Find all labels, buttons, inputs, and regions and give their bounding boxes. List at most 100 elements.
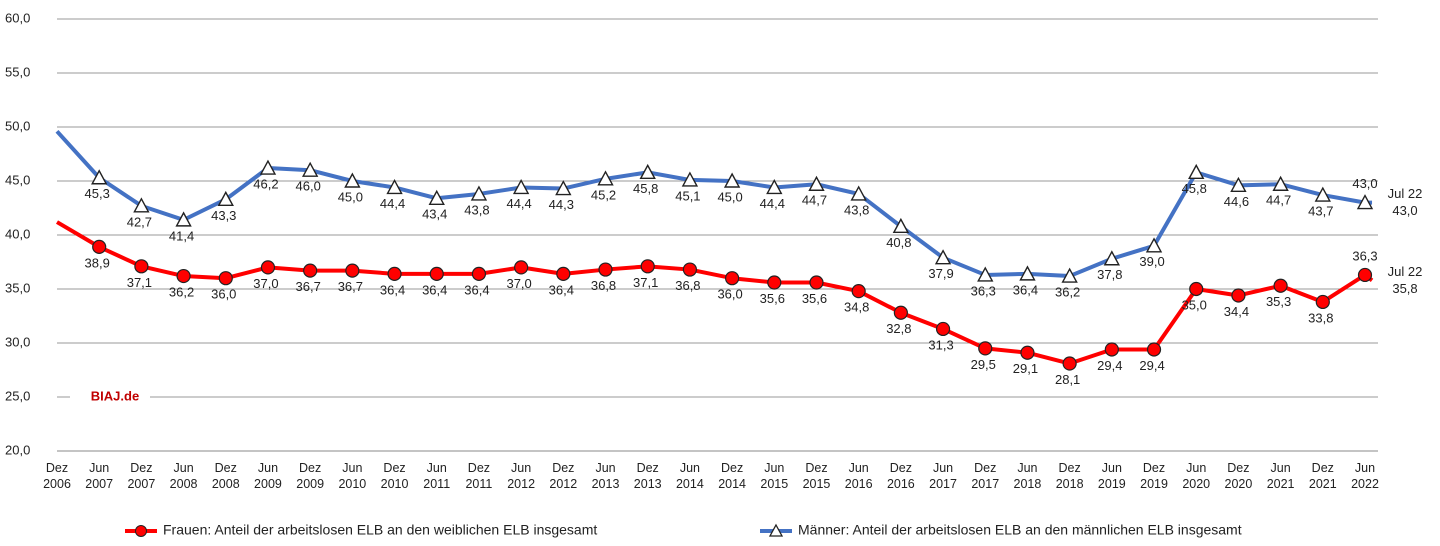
x-tick-label: Dez 2020: [1224, 461, 1253, 491]
x-tick-label: Dez 2016: [886, 461, 915, 491]
marker: [1146, 342, 1162, 357]
y-tick-label: 45,0: [5, 172, 30, 187]
value-label: 37,9: [928, 266, 953, 281]
marker: [851, 284, 866, 299]
marker: [1061, 267, 1078, 283]
value-label: 36,3: [1352, 248, 1377, 263]
x-tick-label: Jun 2019: [1097, 461, 1126, 491]
value-label: 29,1: [1013, 361, 1038, 376]
x-tick-label: Jun 2011: [423, 461, 451, 491]
value-label: 34,8: [844, 300, 869, 315]
marker: [92, 239, 107, 254]
marker: [217, 190, 234, 207]
marker: [1273, 278, 1288, 293]
value-label: 37,1: [633, 275, 658, 290]
value-label: 34,4: [1224, 304, 1249, 319]
value-label: 45,8: [1182, 181, 1207, 196]
value-label: 29,4: [1139, 358, 1164, 373]
x-tick-label: Jun 2016: [844, 461, 873, 491]
x-tick-label: Jun 2009: [254, 461, 282, 491]
value-label: 45,3: [85, 186, 110, 201]
marker: [808, 175, 825, 191]
value-label: 35,0: [1182, 297, 1207, 312]
value-label: 36,2: [1055, 284, 1080, 299]
marker: [893, 305, 908, 320]
value-label: 43,7: [1308, 203, 1333, 218]
value-label: 40,8: [886, 235, 911, 250]
marker: [977, 266, 994, 282]
value-label: 36,0: [211, 287, 236, 302]
marker: [1314, 186, 1331, 202]
marker: [386, 179, 403, 195]
marker: [428, 189, 445, 205]
marker: [1356, 194, 1374, 210]
marker: [1103, 250, 1121, 266]
value-label: 36,2: [169, 284, 194, 299]
marker: [260, 260, 276, 275]
value-label: 46,2: [253, 176, 278, 191]
x-tick-label: Dez 2009: [296, 461, 325, 491]
value-label: 44,4: [760, 196, 785, 211]
value-label: 36,3: [971, 283, 996, 298]
marker: [555, 180, 572, 196]
marker: [724, 271, 740, 286]
y-tick-label: 20,0: [5, 442, 30, 457]
x-tick-label: Dez 2012: [549, 461, 578, 491]
value-label: 39,0: [1139, 254, 1164, 269]
annotation: BIAJ.de: [91, 388, 139, 403]
x-tick-label: Jun 2021: [1266, 461, 1295, 491]
marker: [1145, 237, 1163, 253]
value-label: 44,4: [380, 196, 405, 211]
value-label: 36,0: [717, 287, 742, 302]
marker: [723, 172, 741, 188]
value-label: 36,7: [338, 279, 363, 294]
end-label: Jul 22: [1388, 264, 1423, 279]
value-label: 44,7: [802, 193, 827, 208]
marker: [1230, 176, 1247, 193]
value-label: 37,1: [127, 275, 152, 290]
x-tick-label: Dez 2008: [211, 461, 240, 491]
x-tick-label: Dez 2019: [1140, 461, 1168, 491]
y-tick-label: 60,0: [5, 10, 30, 25]
y-tick-label: 50,0: [5, 118, 30, 133]
marker: [344, 172, 361, 188]
value-label: 43,4: [422, 207, 447, 222]
y-tick-label: 35,0: [5, 280, 30, 295]
value-label: 32,8: [886, 321, 911, 336]
marker: [387, 266, 402, 281]
legend-marker: [768, 523, 784, 537]
marker: [218, 271, 233, 286]
marker: [259, 159, 277, 175]
marker: [682, 262, 698, 277]
x-tick-label: Jun 2017: [929, 461, 957, 491]
x-tick-label: Dez 2015: [802, 461, 831, 491]
legend-label: Männer: Anteil der arbeitslosen ELB an d…: [798, 522, 1242, 538]
x-tick-label: Jun 2020: [1182, 461, 1211, 491]
annotation-bg: [70, 388, 150, 406]
marker: [1272, 175, 1289, 191]
marker: [176, 268, 191, 284]
marker: [1062, 356, 1077, 371]
marker: [809, 275, 824, 290]
series-line: [55, 129, 1373, 279]
value-label: 36,8: [591, 278, 616, 293]
value-label: 44,7: [1266, 193, 1291, 208]
marker: [512, 179, 530, 195]
value-label: 37,0: [253, 276, 278, 291]
marker: [1231, 288, 1246, 303]
value-label: 41,4: [169, 228, 194, 243]
value-label: 36,4: [380, 282, 405, 297]
x-tick-label: Jun 2008: [169, 461, 198, 491]
x-tick-label: Dez 2011: [465, 461, 493, 491]
value-label: 43,8: [844, 202, 869, 217]
marker: [892, 217, 910, 234]
value-label: 44,6: [1224, 194, 1249, 209]
marker: [1315, 294, 1330, 310]
marker: [1189, 281, 1204, 297]
value-label: 35,6: [760, 291, 785, 306]
x-tick-label: Dez 2006: [43, 461, 71, 491]
value-label: 29,4: [1097, 358, 1122, 373]
value-label: 44,4: [506, 196, 531, 211]
value-label: 36,4: [422, 282, 447, 297]
x-tick-label: Jun 2007: [85, 461, 114, 491]
